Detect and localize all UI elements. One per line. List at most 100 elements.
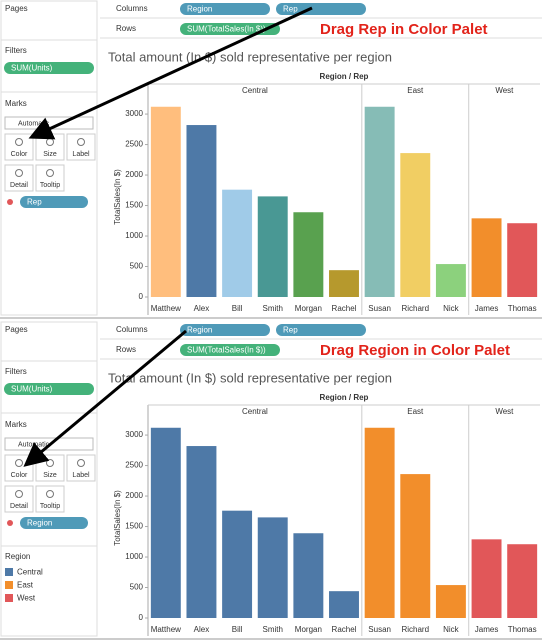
mark-icon[interactable] — [15, 169, 23, 177]
bar — [435, 264, 466, 297]
pill-label[interactable]: Region — [187, 5, 212, 14]
x-tick-label: Nick — [443, 304, 460, 313]
legend-label[interactable]: East — [17, 581, 34, 590]
pill[interactable] — [180, 324, 270, 336]
color-icon — [7, 520, 13, 526]
mark-button[interactable] — [4, 164, 34, 192]
y-tick-label: 3000 — [125, 430, 143, 439]
pill[interactable] — [180, 23, 280, 35]
header: Region / Rep — [320, 72, 369, 81]
pill-label[interactable]: SUM(Units) — [11, 64, 53, 73]
mark-button-label[interactable]: Size — [43, 151, 57, 158]
group-header: West — [495, 407, 514, 416]
mark-button-label[interactable]: Label — [72, 472, 90, 479]
y-tick-label: 1000 — [125, 231, 143, 240]
x-tick-label: Alex — [194, 304, 210, 313]
arrow — [23, 329, 187, 467]
group-header: Central — [242, 407, 268, 416]
bar — [293, 212, 324, 297]
mark-icon[interactable] — [15, 490, 23, 498]
y-tick-label: 1000 — [125, 552, 143, 561]
legend-label[interactable]: Central — [17, 568, 43, 577]
bar — [471, 539, 502, 618]
mark-icon[interactable] — [77, 138, 85, 146]
bar — [257, 196, 288, 297]
legend-swatch[interactable] — [5, 581, 13, 589]
pill-label[interactable]: Region — [27, 519, 52, 528]
legend-swatch[interactable] — [5, 594, 13, 602]
pill-label[interactable]: SUM(Units) — [11, 385, 53, 394]
legend-label[interactable]: West — [17, 594, 36, 603]
mark-button-label[interactable]: Label — [72, 151, 90, 158]
section-title: Filters — [5, 367, 27, 376]
mark-button-label[interactable]: Color — [11, 151, 28, 158]
bar — [186, 446, 217, 618]
pill[interactable] — [4, 383, 94, 395]
bar — [507, 223, 538, 297]
mark-button-label[interactable]: Detail — [10, 182, 28, 189]
pill-label[interactable]: Rep — [283, 5, 298, 14]
bar — [364, 427, 395, 618]
shelf-label: Rows — [116, 345, 136, 354]
pill[interactable] — [20, 517, 88, 529]
x-tick-label: Morgan — [295, 625, 322, 634]
pill[interactable] — [276, 3, 366, 15]
section-title: Pages — [5, 325, 28, 334]
mark-button-label[interactable]: Color — [11, 472, 28, 479]
x-tick-label: Smith — [263, 625, 283, 634]
bar — [329, 591, 359, 618]
section-title: Filters — [5, 46, 27, 55]
x-tick-label: Bill — [232, 304, 243, 313]
legend-title: Region — [5, 552, 30, 561]
y-axis-label: TotalSales(In $) — [113, 169, 122, 225]
shelf-label: Rows — [116, 24, 136, 33]
annotation: Drag Region in Color Palet — [320, 342, 510, 359]
bar — [150, 106, 181, 297]
y-tick-label: 2500 — [125, 461, 143, 470]
y-tick-label: 2000 — [125, 491, 143, 500]
y-tick-label: 2500 — [125, 140, 143, 149]
y-tick-label: 2000 — [125, 170, 143, 179]
mark-icon[interactable] — [15, 138, 23, 146]
chart-title: Total amount (In $) sold representative … — [108, 49, 392, 64]
mark-button-label[interactable]: Detail — [10, 503, 28, 510]
pill-label[interactable]: Region — [187, 326, 212, 335]
shelf-label: Columns — [116, 325, 148, 334]
mark-type[interactable]: Automatic — [18, 120, 50, 127]
mark-button-label[interactable]: Tooltip — [40, 503, 60, 510]
annotation: Drag Rep in Color Palet — [320, 21, 488, 38]
x-tick-label: Thomas — [508, 625, 537, 634]
x-tick-label: Susan — [368, 304, 391, 313]
pill-label[interactable]: SUM(TotalSales(In $)) — [187, 25, 266, 34]
mark-icon[interactable] — [46, 490, 54, 498]
mark-icon[interactable] — [46, 169, 54, 177]
pill-label[interactable]: SUM(TotalSales(In $)) — [187, 346, 266, 355]
color-icon — [7, 199, 13, 205]
pill[interactable] — [4, 62, 94, 74]
section-title: Pages — [5, 4, 28, 13]
group-header: West — [495, 86, 514, 95]
pill[interactable] — [180, 344, 280, 356]
section-title: Marks — [5, 420, 27, 429]
x-tick-label: Morgan — [295, 304, 322, 313]
pill-label[interactable]: Rep — [283, 326, 298, 335]
x-tick-label: Smith — [263, 304, 283, 313]
mark-button-label[interactable]: Size — [43, 472, 57, 479]
pill[interactable] — [276, 324, 366, 336]
header: Region / Rep — [320, 393, 369, 402]
bar — [329, 270, 359, 297]
bar — [435, 585, 466, 618]
pill[interactable] — [20, 196, 88, 208]
pill[interactable] — [180, 3, 270, 15]
mark-button-label[interactable]: Tooltip — [40, 182, 60, 189]
x-tick-label: Rachel — [332, 304, 357, 313]
y-tick-label: 1500 — [125, 522, 143, 531]
y-tick-label: 500 — [130, 583, 144, 592]
pill-label[interactable]: Rep — [27, 198, 42, 207]
mark-icon[interactable] — [77, 459, 85, 467]
legend-swatch[interactable] — [5, 568, 13, 576]
arrow — [28, 6, 313, 140]
bar — [293, 533, 324, 618]
mark-icon[interactable] — [15, 459, 23, 467]
